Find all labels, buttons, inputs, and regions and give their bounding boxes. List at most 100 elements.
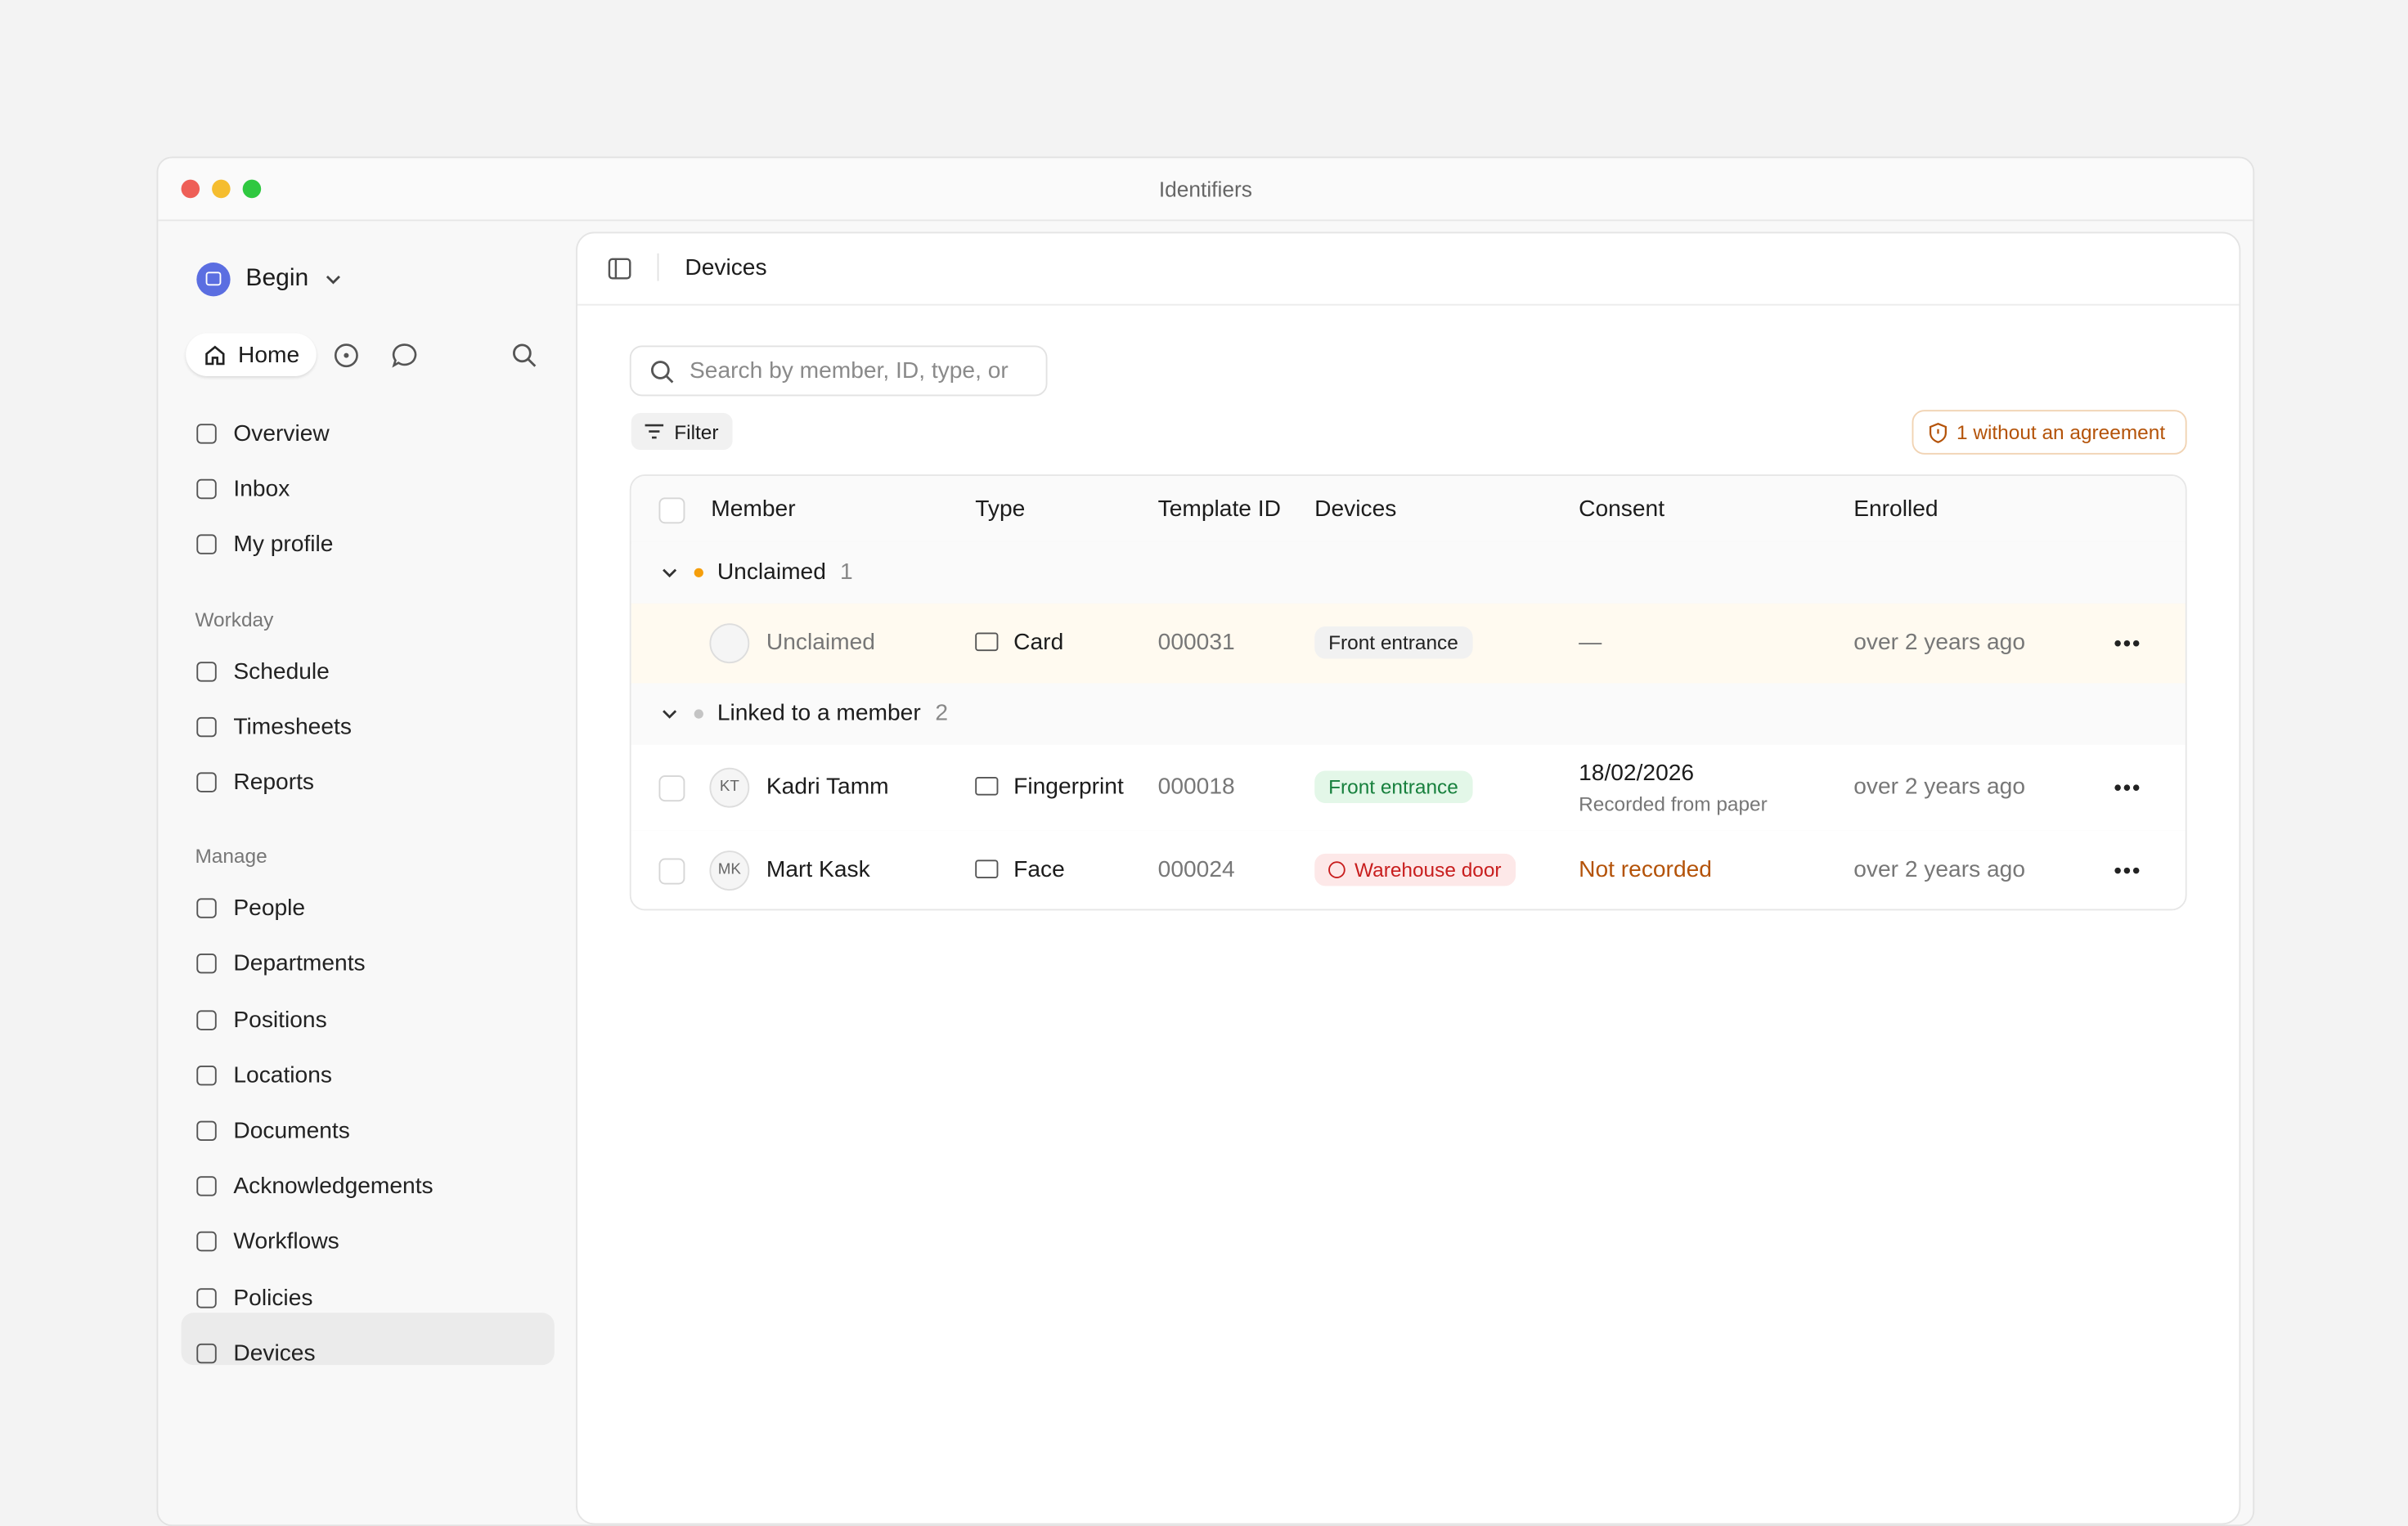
device-badge: Warehouse door (1314, 853, 1516, 886)
nav-item[interactable]: Departments (233, 950, 366, 977)
group-toggle[interactable] (660, 565, 679, 581)
nav-icon (196, 1287, 217, 1308)
nav-icon (196, 535, 217, 555)
column-header: Type (975, 496, 1026, 523)
nav-item[interactable]: People (233, 895, 306, 922)
column-header: Devices (1314, 496, 1397, 523)
panel-header: Devices (577, 233, 2240, 306)
type-label: Face (1013, 856, 1065, 883)
nav-icon (196, 424, 217, 444)
table-header-row (631, 476, 2186, 544)
agreement-badge-label: 1 without an agreement (1956, 420, 2166, 444)
window: Identifiers Begin Home Overview Inbox My p… (156, 156, 2255, 1526)
nav-icon (196, 1232, 217, 1252)
row-menu[interactable] (2114, 867, 2140, 874)
device-badge: Front entrance (1314, 626, 1472, 659)
nav-item[interactable]: Reports (233, 769, 315, 796)
nav-icon (196, 479, 217, 500)
nav-icon (196, 661, 217, 681)
group-label: Linked to a member (717, 700, 921, 727)
menu-dot (2114, 867, 2121, 874)
nav-icon (196, 1120, 217, 1142)
type-icon (975, 777, 999, 796)
consent: Not recorded (1579, 856, 1712, 883)
nav-item[interactable]: Policies (233, 1284, 313, 1311)
nav-item[interactable]: Inbox (233, 476, 290, 503)
menu-dot (2123, 867, 2131, 874)
identifiers-table: Member Type Template ID Devices Consent Enrol… (629, 474, 2187, 911)
enrolled: over 2 years ago (1853, 856, 2025, 883)
type-icon (975, 859, 999, 878)
template-id: 000024 (1157, 856, 1235, 883)
workspace-icon (196, 263, 231, 297)
nav-icon (196, 1065, 217, 1086)
nav-icon (196, 898, 217, 919)
nav-item[interactable]: Schedule (233, 658, 330, 684)
type-icon (975, 632, 999, 652)
nav-item[interactable]: Locations (233, 1061, 332, 1088)
nav-item[interactable]: Timesheets (233, 713, 352, 740)
consent: — (1579, 629, 1602, 656)
activity-button[interactable] (333, 343, 359, 369)
consent: 18/02/2026 (1579, 760, 1695, 787)
menu-dot (2132, 784, 2140, 791)
sidebar-toggle[interactable] (608, 258, 631, 280)
enrolled: over 2 years ago (1853, 774, 2025, 801)
column-header: Consent (1579, 496, 1665, 523)
chat-button[interactable] (392, 343, 418, 369)
nav-item[interactable]: Positions (233, 1006, 327, 1033)
close-button[interactable] (181, 179, 200, 199)
group-dot (694, 568, 703, 577)
nav-item[interactable]: Devices (233, 1340, 316, 1367)
nav-item[interactable]: Acknowledgements (233, 1173, 434, 1200)
workspace-name[interactable]: Begin (245, 265, 309, 292)
active-item-highlight (181, 1313, 555, 1366)
home-tab[interactable]: Home (186, 333, 317, 376)
row-menu[interactable] (2114, 640, 2140, 647)
row-menu[interactable] (2114, 784, 2140, 791)
nav-item[interactable]: Overview (233, 420, 330, 447)
device-badge: Front entrance (1314, 770, 1472, 803)
nav-icon (196, 772, 217, 792)
nav-item[interactable]: Workflows (233, 1228, 339, 1255)
template-id: 000031 (1157, 629, 1235, 656)
enrolled: over 2 years ago (1853, 629, 2025, 656)
search-box[interactable]: Search by member, ID, type, or (629, 345, 1048, 397)
minimize-button[interactable] (212, 179, 231, 199)
search-button[interactable] (511, 343, 537, 369)
group-count: 1 (840, 559, 853, 586)
column-header: Member (711, 496, 796, 523)
member-name: Kadri Tamm (766, 774, 889, 801)
filter-button[interactable]: Filter (631, 413, 733, 451)
main-panel: Devices Search by member, ID, type, or F… (576, 231, 2241, 1525)
menu-dot (2114, 640, 2121, 647)
nav-icon (196, 1176, 217, 1196)
page-title: Devices (685, 254, 767, 281)
select-all-checkbox[interactable] (658, 497, 685, 524)
nav-icon (196, 716, 217, 737)
menu-dot (2132, 867, 2140, 874)
nav-item[interactable]: My profile (233, 532, 334, 559)
search-placeholder: Search by member, ID, type, or (690, 357, 1009, 384)
window-title: Identifiers (1158, 176, 1252, 201)
zoom-button[interactable] (242, 179, 262, 199)
group-dot (694, 709, 703, 719)
member-avatar: MK (709, 851, 750, 891)
group-toggle[interactable] (660, 707, 679, 722)
row-checkbox[interactable] (658, 858, 685, 885)
row-checkbox[interactable] (658, 775, 685, 802)
agreement-badge[interactable]: 1 without an agreement (1912, 410, 2187, 455)
nav-icon (196, 954, 217, 975)
workspace-chevron[interactable] (324, 272, 343, 287)
title-bar: Identifiers (158, 158, 2253, 222)
menu-dot (2114, 784, 2121, 791)
filter-label: Filter (674, 420, 719, 444)
type-label: Card (1013, 629, 1064, 656)
home-label: Home (238, 342, 300, 369)
member-name: Unclaimed (766, 629, 875, 656)
menu-dot (2123, 784, 2131, 791)
nav-item[interactable]: Documents (233, 1117, 350, 1144)
nav-icon (196, 1009, 217, 1030)
